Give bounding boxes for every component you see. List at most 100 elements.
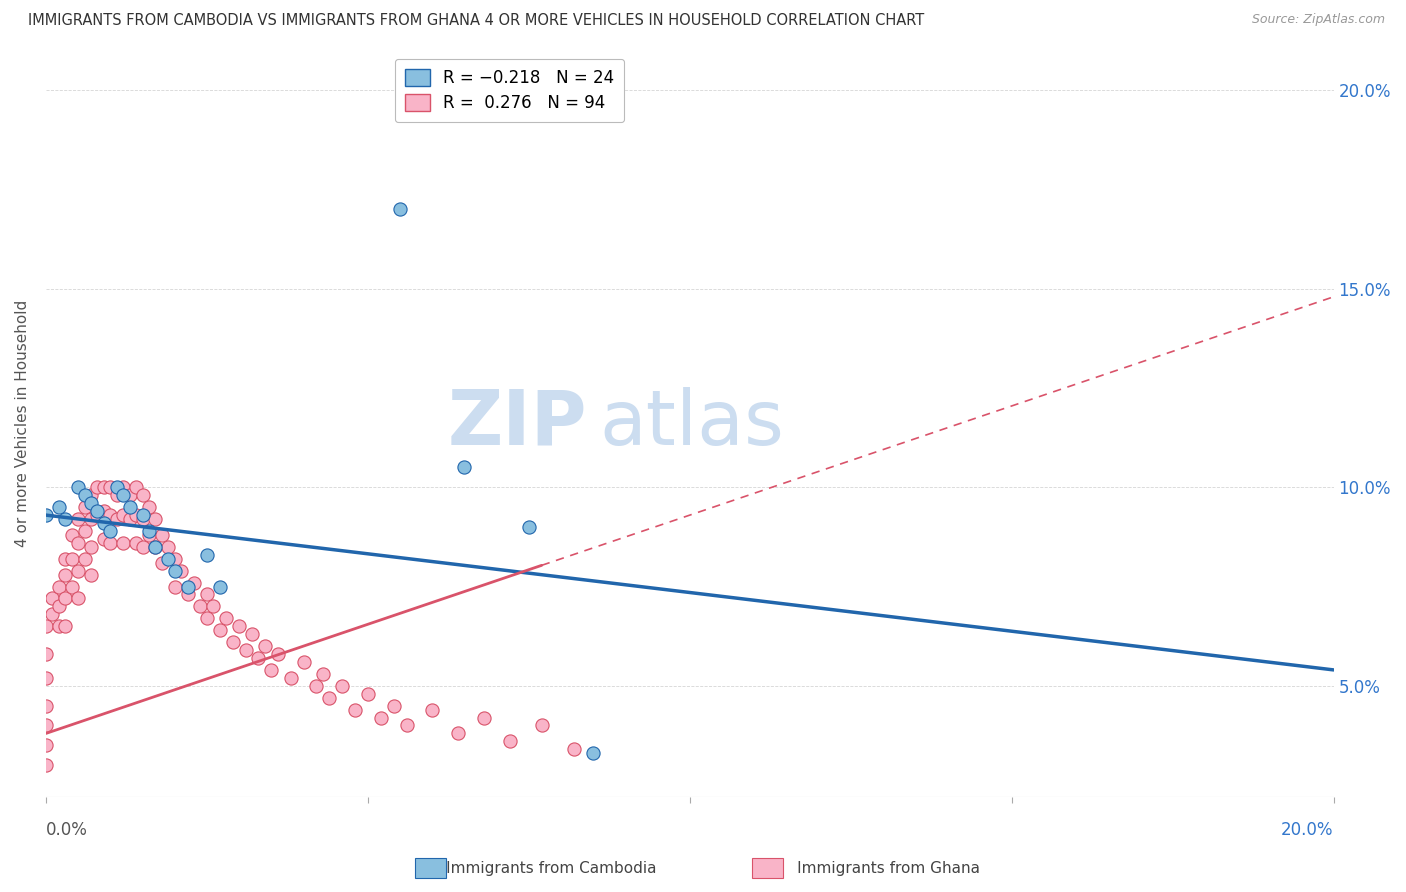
Y-axis label: 4 or more Vehicles in Household: 4 or more Vehicles in Household [15,301,30,548]
Point [176,587,198,601]
Point [150,556,173,570]
Point [389,202,412,217]
Point [395,718,418,732]
Point [73,488,96,502]
Point [60,551,83,566]
Point [80,512,103,526]
Point [382,698,405,713]
Point [60,580,83,594]
Point [35,619,58,633]
Point [35,671,58,685]
Point [98,524,121,538]
Point [60,528,83,542]
Point [86,508,108,522]
FancyBboxPatch shape [752,858,783,878]
Point [125,508,148,522]
Point [48,580,70,594]
Point [138,500,160,515]
Point [195,587,218,601]
Point [253,639,276,653]
Point [67,536,90,550]
Text: atlas: atlas [600,387,785,461]
Point [35,647,58,661]
Point [562,742,585,756]
Point [48,599,70,614]
Point [280,671,302,685]
Point [183,575,205,590]
Point [208,624,231,638]
Point [41,591,63,606]
Point [138,524,160,538]
Point [53,551,76,566]
Point [48,500,70,515]
Text: ZIP: ZIP [447,387,586,461]
Point [235,643,257,657]
Point [53,567,76,582]
Point [80,496,103,510]
Point [131,512,153,526]
Text: Immigrants from Cambodia: Immigrants from Cambodia [412,861,657,876]
Text: 20.0%: 20.0% [1281,821,1334,838]
Point [53,619,76,633]
Point [305,679,328,693]
Point [98,536,121,550]
Point [118,512,141,526]
Point [86,504,108,518]
Point [112,536,135,550]
Point [221,635,243,649]
Point [93,480,115,494]
Point [98,508,121,522]
Point [35,508,58,522]
Point [170,564,193,578]
Point [105,488,128,502]
Point [312,666,335,681]
Point [73,551,96,566]
Point [163,564,186,578]
Point [343,703,366,717]
Point [93,532,115,546]
Point [86,480,108,494]
Point [131,540,153,554]
Point [105,512,128,526]
Point [330,679,353,693]
Point [67,564,90,578]
Point [240,627,263,641]
Point [292,655,315,669]
Point [498,734,520,748]
Point [202,599,225,614]
FancyBboxPatch shape [415,858,446,878]
Point [530,718,553,732]
Point [176,580,198,594]
Point [35,758,58,772]
Point [190,599,212,614]
Point [517,520,540,534]
Point [67,480,90,494]
Point [67,591,90,606]
Point [93,504,115,518]
Text: 0.0%: 0.0% [46,821,87,838]
Point [112,488,135,502]
Point [98,480,121,494]
Point [138,528,160,542]
Point [53,591,76,606]
Point [125,480,148,494]
Point [125,536,148,550]
Point [80,567,103,582]
Point [447,726,470,740]
Point [420,703,443,717]
Point [163,551,186,566]
Point [93,516,115,530]
Point [118,500,141,515]
Point [145,540,167,554]
Point [215,611,238,625]
Text: Immigrants from Ghana: Immigrants from Ghana [763,861,980,876]
Point [112,480,135,494]
Point [357,687,380,701]
Point [195,611,218,625]
Point [131,488,153,502]
Point [163,580,186,594]
Point [48,619,70,633]
Point [247,651,270,665]
Point [67,512,90,526]
Point [157,540,180,554]
